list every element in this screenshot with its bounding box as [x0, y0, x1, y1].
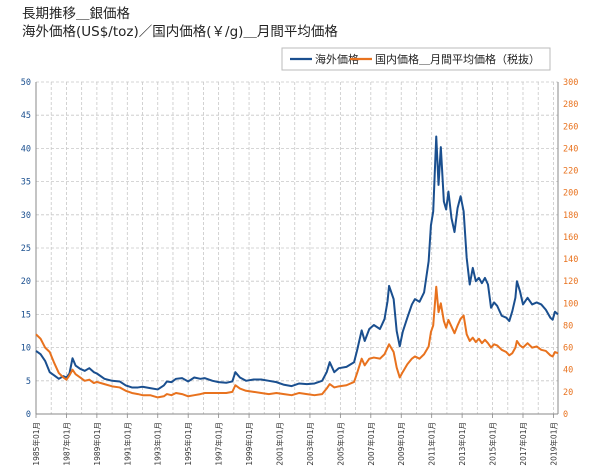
x-tick-label: 2007年01月: [366, 422, 376, 466]
right-tick-label: 80: [563, 321, 573, 331]
x-tick-label: 1989年01月: [92, 422, 102, 466]
right-tick-label: 60: [563, 344, 573, 354]
left-tick-label: 45: [21, 111, 31, 121]
left-tick-label: 5: [26, 377, 31, 387]
grid: [35, 81, 558, 415]
x-tick-label: 1995年01月: [183, 422, 193, 466]
right-tick-label: 220: [563, 167, 578, 177]
right-tick-label: 40: [563, 366, 573, 376]
chart-subtitle: 海外価格(US$/toz)／国内価格(￥/g)＿月間平均価格: [22, 24, 338, 40]
left-tick-label: 0: [26, 410, 31, 420]
right-tick-label: 280: [563, 100, 578, 110]
right-tick-label: 140: [563, 255, 578, 265]
right-axis-ticks: 0 20 40 60 80 100 120 140 160 180 200 220 240 260 280 3…: [563, 78, 578, 420]
legend-label-overseas: 海外価格: [315, 52, 359, 66]
right-tick-label: 300: [563, 78, 578, 88]
legend-box: [281, 47, 551, 71]
x-tick-label: 2017年01月: [518, 422, 528, 466]
series-layer: [35, 135, 559, 399]
left-tick-label: 40: [21, 144, 31, 154]
left-tick-label: 35: [21, 178, 31, 188]
x-tick-label: 2013年01月: [457, 422, 467, 466]
right-tick-label: 0: [563, 410, 568, 420]
right-tick-label: 180: [563, 211, 578, 221]
left-tick-label: 15: [21, 310, 31, 320]
legend-label-domestic: 国内価格＿月間平均価格（税抜）: [375, 52, 540, 66]
left-tick-label: 30: [21, 211, 31, 221]
right-tick-label: 200: [563, 189, 578, 199]
left-axis-ticks: 0 5 10 15 20 25 30 35 40 45 50: [21, 78, 31, 420]
right-tick-label: 260: [563, 122, 578, 132]
left-tick-label: 50: [21, 78, 31, 88]
right-tick-label: 240: [563, 144, 578, 154]
series-line-overseas: [35, 135, 559, 391]
x-tick-label: 1993年01月: [153, 422, 163, 466]
right-tick-label: 120: [563, 277, 578, 287]
x-tick-label: 2001年01月: [274, 422, 284, 466]
chart-title: 長期推移＿銀価格: [22, 6, 130, 22]
x-tick-label: 2009年01月: [396, 422, 406, 466]
x-tick-label: 1997年01月: [214, 422, 224, 466]
left-tick-label: 10: [21, 344, 31, 354]
right-tick-label: 160: [563, 233, 578, 243]
x-tick-label: 2015年01月: [488, 422, 498, 466]
left-tick-label: 20: [21, 277, 31, 287]
axes: [35, 82, 559, 415]
left-tick-label: 25: [21, 244, 31, 254]
x-tick-label: 1985年01月: [31, 422, 41, 466]
x-tick-label: 2005年01月: [335, 422, 345, 466]
x-axis-ticks: 1985年01月 1987年01月 1989年01月 1991年01月 1993年01月…: [31, 414, 558, 466]
right-tick-label: 100: [563, 299, 578, 309]
x-tick-label: 2003年01月: [305, 422, 315, 466]
x-tick-label: 2011年01月: [427, 422, 437, 466]
x-tick-label: 1991年01月: [122, 422, 132, 466]
right-tick-label: 20: [563, 388, 573, 398]
legend: 海外価格 国内価格＿月間平均価格（税抜）: [281, 47, 551, 71]
x-tick-label: 2019年01月: [548, 422, 558, 466]
x-tick-label: 1987年01月: [61, 422, 71, 466]
x-tick-label: 1999年01月: [244, 422, 254, 466]
series-line-domestic: [35, 285, 559, 399]
